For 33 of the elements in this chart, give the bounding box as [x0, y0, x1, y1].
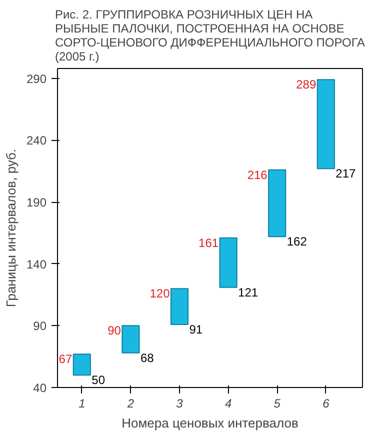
bar	[268, 169, 286, 238]
annotation: 68	[140, 350, 154, 365]
annotation: 120	[150, 286, 170, 301]
y-tick-label: 190	[26, 196, 47, 210]
bar	[219, 237, 238, 288]
annotation: 121	[238, 285, 258, 300]
y-tick-label: 290	[26, 72, 47, 86]
bar	[72, 354, 91, 376]
annotation: 216	[247, 168, 268, 182]
y-tick-label: 40	[33, 381, 47, 395]
annotation: 217	[336, 166, 356, 181]
x-tick-label: 1	[78, 396, 86, 410]
annotation: 67	[58, 352, 72, 366]
y-tick-label: 240	[26, 134, 47, 148]
bar	[170, 288, 189, 325]
chart-title: Рис. 2. ГРУППИРОВКА РОЗНИЧНЫХ ЦЕН НА РЫБНЫЕ ПАЛОЧКИ, ПОСТРОЕННАЯ НА ОСНОВЕ СОРТО-ЦЕНОВОГО ДИФФЕРЕНЦИАЛЬНОГО ПОРОГА (2005 г.)	[54, 8, 366, 64]
bar	[316, 79, 335, 170]
annotation: 162	[286, 234, 308, 249]
y-tick-label: 90	[33, 319, 47, 334]
annotation: 50	[92, 373, 106, 388]
annotation: 91	[189, 322, 203, 336]
x-axis-title: Номера ценовых интервалов	[122, 416, 298, 430]
x-tick-label: 3	[176, 396, 184, 410]
annotation: 289	[296, 78, 316, 92]
annotation: 161	[198, 236, 219, 250]
bar	[122, 325, 140, 354]
y-tick-label: 140	[26, 257, 47, 272]
x-tick-label: 5	[274, 396, 281, 410]
annotation: 90	[108, 324, 122, 338]
x-tick-label: 6	[322, 396, 330, 410]
x-tick-label: 4	[224, 396, 232, 410]
y-axis-title: Границы интервалов, руб.	[3, 148, 18, 308]
x-tick-label: 2	[126, 396, 134, 410]
